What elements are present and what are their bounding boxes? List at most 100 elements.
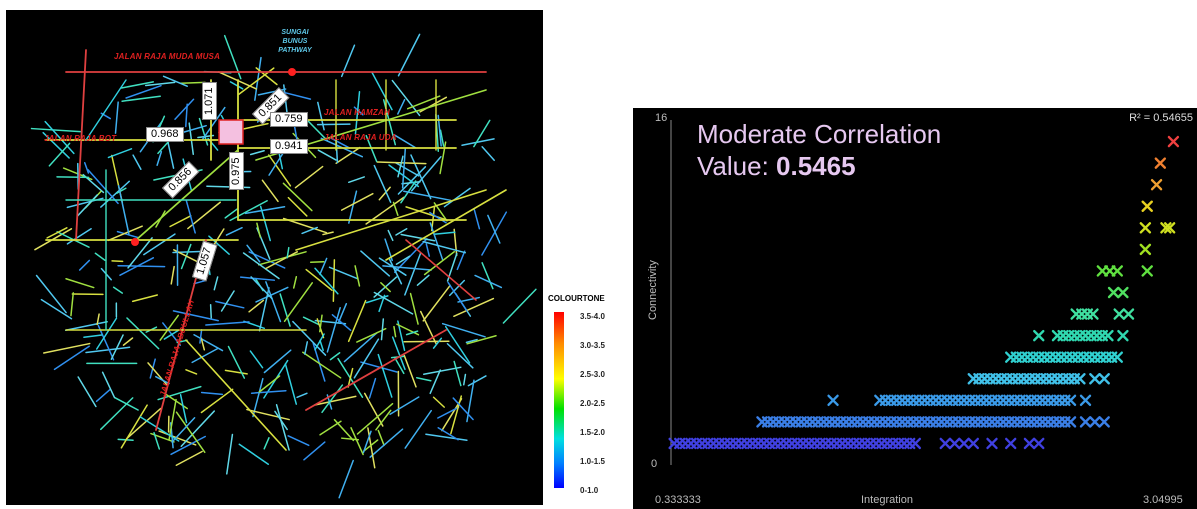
- axial-map: [30, 33, 537, 499]
- street-segment: [322, 231, 334, 236]
- data-point: [958, 437, 970, 450]
- street-segment: [116, 187, 127, 194]
- street-segment: [429, 222, 444, 261]
- value-box-1071: 1.071: [202, 82, 217, 120]
- street-segment: [117, 185, 130, 235]
- street-segment: [198, 117, 209, 146]
- street-segment: [303, 441, 326, 461]
- street-segment: [363, 392, 384, 427]
- street-segment: [423, 250, 455, 276]
- street-segment: [132, 154, 142, 170]
- street-segment: [302, 316, 320, 326]
- scatter-plot: [668, 120, 1180, 465]
- street-segment: [261, 179, 279, 203]
- street-segment: [404, 252, 422, 296]
- street-segment: [30, 127, 82, 133]
- street-segment: [405, 239, 477, 301]
- street-segment: [225, 226, 243, 236]
- street-segment: [457, 296, 480, 303]
- street-segment: [317, 149, 337, 161]
- street-segment: [66, 227, 92, 245]
- street-segment: [329, 352, 341, 361]
- street-segment: [205, 321, 250, 326]
- street-segment: [432, 337, 443, 349]
- street-segment: [296, 392, 308, 399]
- street-segment: [403, 190, 452, 202]
- street-segment: [139, 416, 180, 442]
- street-label-raja-muda-musa: JALAN RAJA MUDA MUSA: [114, 52, 221, 61]
- street-segment: [143, 233, 176, 256]
- street-segment: [319, 339, 324, 352]
- highlight-square: [218, 119, 244, 145]
- street-segment: [286, 246, 290, 259]
- street-segment: [131, 294, 159, 303]
- street-segment: [343, 331, 378, 363]
- street-segment: [213, 276, 219, 291]
- data-point: [1141, 200, 1153, 212]
- street-segment: [78, 259, 91, 271]
- y-tick-min: 0: [651, 458, 658, 470]
- street-segment: [314, 395, 357, 406]
- street-segment: [254, 56, 262, 101]
- street-segment: [340, 192, 374, 211]
- street-segment: [456, 250, 466, 271]
- x-tick-max: 3.04995: [1143, 494, 1183, 506]
- street-segment: [294, 165, 324, 189]
- street-segment: [473, 208, 481, 230]
- data-point: [1033, 437, 1045, 450]
- street-segment: [305, 268, 333, 291]
- street-segment: [180, 410, 216, 448]
- value-box-0759: 0.759: [270, 112, 308, 127]
- street-segment: [77, 376, 97, 408]
- street-segment: [185, 369, 198, 375]
- data-point: [1117, 286, 1129, 299]
- street-segment: [144, 81, 176, 87]
- street-segment: [111, 260, 124, 263]
- street-segment: [295, 189, 487, 251]
- street-segment: [250, 389, 287, 394]
- street-segment: [229, 200, 268, 222]
- street-segment: [120, 404, 148, 449]
- street-segment: [56, 176, 90, 179]
- street-segment: [279, 293, 291, 327]
- street-segment: [314, 267, 339, 295]
- street-segment: [481, 262, 494, 290]
- street-segment: [396, 323, 420, 336]
- street-segment: [257, 251, 307, 266]
- street-segment: [326, 306, 341, 353]
- street-segment: [389, 396, 420, 416]
- street-segment: [453, 297, 495, 318]
- street-segment: [242, 252, 280, 280]
- street-segment: [170, 265, 175, 285]
- street-segment: [64, 320, 108, 331]
- street-segment: [429, 369, 442, 395]
- street-segment: [388, 258, 403, 285]
- street-segment: [373, 164, 392, 203]
- street-segment: [447, 281, 468, 312]
- street-segment: [85, 79, 127, 141]
- street-segment: [284, 363, 298, 405]
- street-segment: [452, 397, 474, 421]
- street-segment: [347, 367, 354, 388]
- street-segment: [400, 233, 436, 242]
- street-segment: [125, 84, 162, 99]
- street-segment: [95, 388, 112, 403]
- chart-value-line: Value: 0.5465: [697, 150, 941, 182]
- street-segment: [200, 391, 224, 396]
- street-segment: [215, 300, 245, 309]
- chart-value-label: Value:: [697, 151, 777, 181]
- street-segment: [77, 194, 98, 217]
- street-segment: [302, 351, 342, 379]
- street-segment: [437, 427, 459, 441]
- street-segment: [46, 227, 68, 239]
- street-segment: [348, 190, 358, 224]
- street-segment: [179, 394, 188, 424]
- street-segment: [249, 149, 265, 156]
- data-point: [986, 437, 998, 450]
- street-segment: [43, 342, 91, 354]
- street-segment: [185, 339, 287, 451]
- street-segment: [200, 388, 234, 414]
- street-segment: [432, 396, 445, 408]
- poi-label-sungai-bunus: SUNGAI BUNUS PATHWAY: [278, 29, 312, 54]
- legend-label: 0-1.0: [580, 486, 599, 495]
